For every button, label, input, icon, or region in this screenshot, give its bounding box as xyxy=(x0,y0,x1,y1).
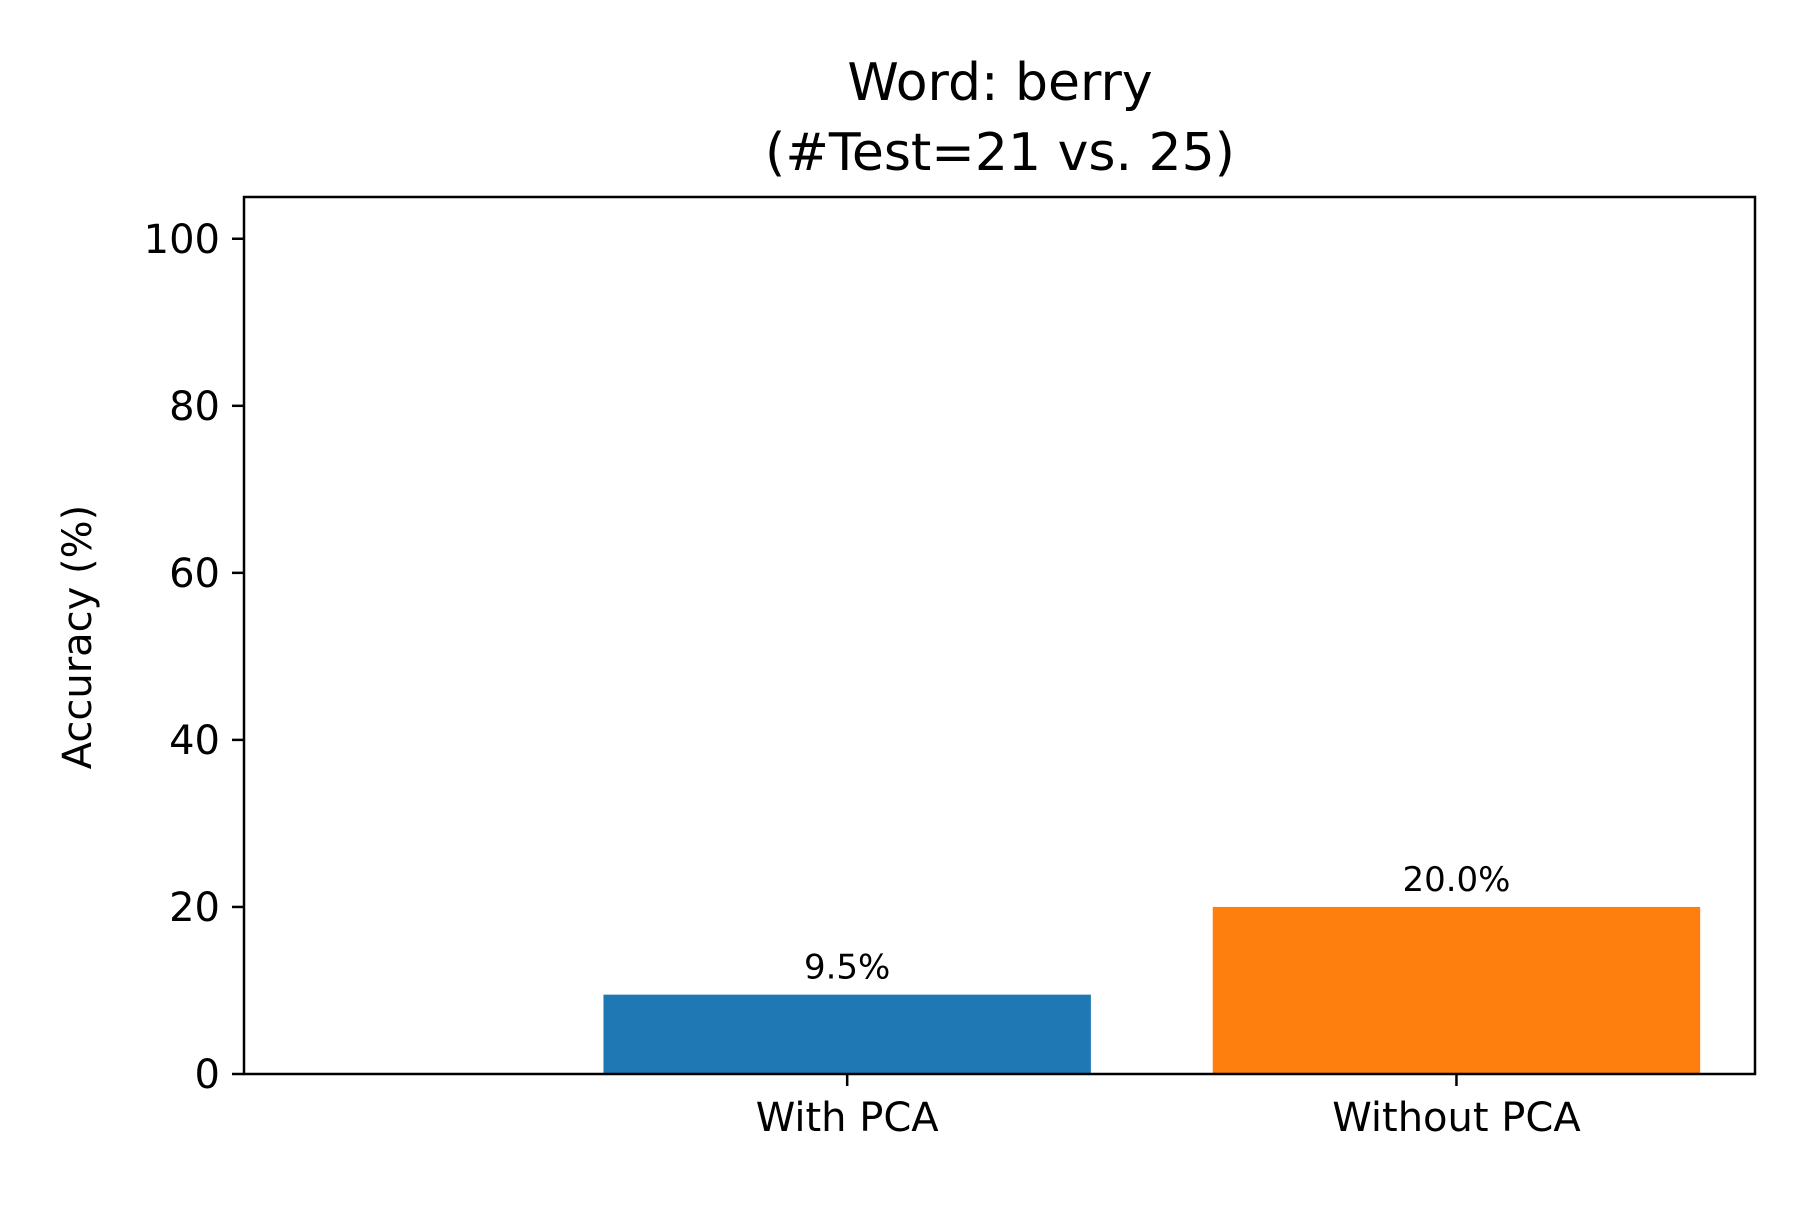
y-axis-label: Accuracy (%) xyxy=(55,505,101,770)
bars-layer: 9.5% 20.0% xyxy=(603,860,1701,1074)
y-tick-label-60: 60 xyxy=(169,551,220,597)
y-tick-label-80: 80 xyxy=(169,384,220,430)
plot-frame xyxy=(242,195,1757,1076)
x-tick-label-with-pca: With PCA xyxy=(756,1095,940,1141)
y-tick-label-40: 40 xyxy=(169,718,220,764)
x-tick-label-without-pca: Without PCA xyxy=(1332,1095,1581,1141)
value-label-with-pca: 9.5% xyxy=(804,948,890,988)
y-tick-label-100: 100 xyxy=(144,217,220,263)
chart-subtitle: (#Test=21 vs. 25) xyxy=(765,123,1235,183)
value-label-without-pca: 20.0% xyxy=(1402,860,1510,900)
y-tick-label-20: 20 xyxy=(169,885,220,931)
y-tick-label-0: 0 xyxy=(195,1052,220,1098)
bar-with-pca xyxy=(603,994,1091,1074)
bar-without-pca xyxy=(1212,906,1701,1074)
chart-title: Word: berry xyxy=(847,53,1152,113)
y-ticks-layer: 0 20 40 60 80 100 xyxy=(144,217,244,1098)
x-ticks-layer: With PCA Without PCA xyxy=(756,1074,1581,1141)
